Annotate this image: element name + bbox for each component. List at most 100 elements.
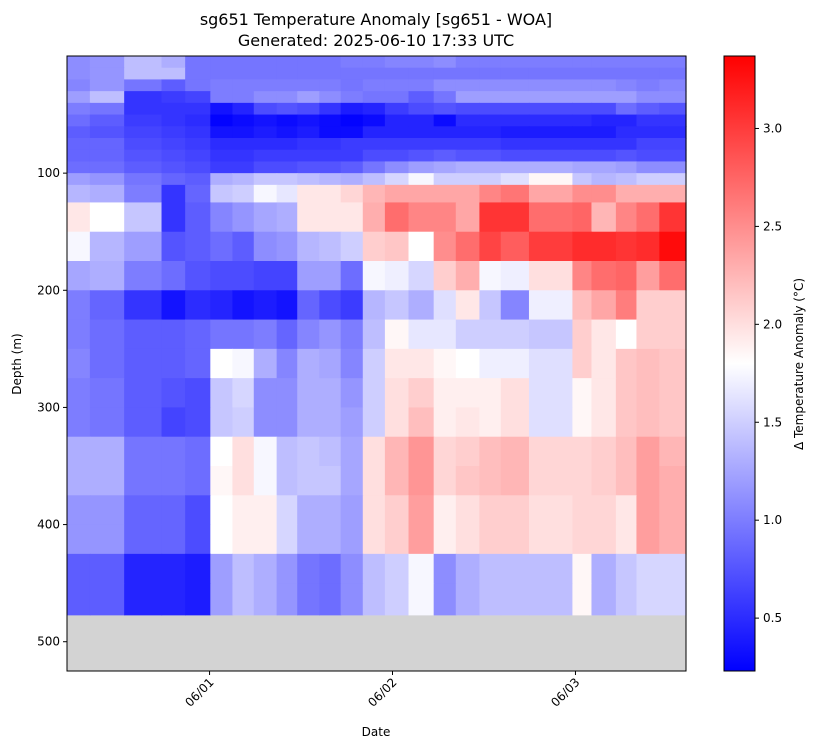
heatmap-cell xyxy=(185,378,211,409)
plot-area xyxy=(66,55,687,672)
heatmap-cell xyxy=(659,149,687,163)
heatmap-cell xyxy=(479,407,502,438)
heatmap-cell xyxy=(89,524,125,555)
heatmap-cell xyxy=(659,173,687,186)
heatmap-cell xyxy=(433,202,457,233)
heatmap-cell xyxy=(572,184,593,204)
heatmap-cell xyxy=(161,91,186,104)
heatmap-cell xyxy=(362,91,386,104)
heatmap-cell xyxy=(615,495,638,526)
heatmap-cell xyxy=(210,114,234,127)
colorbar-gradient-bar xyxy=(723,55,756,672)
heatmap-cell xyxy=(591,495,617,526)
heatmap-cell xyxy=(408,495,435,526)
heatmap-cell xyxy=(433,378,457,409)
heatmap-cell xyxy=(659,583,687,616)
heatmap-cell xyxy=(433,126,457,139)
heatmap-cell xyxy=(89,495,125,526)
heatmap-cell xyxy=(89,466,125,496)
chart-subtitle: Generated: 2025-06-10 17:33 UTC xyxy=(238,31,514,50)
heatmap-cell xyxy=(319,495,342,526)
heatmap-cell xyxy=(615,290,638,321)
heatmap-cell xyxy=(659,67,687,81)
heatmap-cell xyxy=(455,102,481,116)
heatmap-cell xyxy=(591,91,617,104)
heatmap-cell xyxy=(455,319,481,350)
heatmap-cell xyxy=(67,348,91,379)
heatmap-cell xyxy=(362,378,386,409)
heatmap-cell xyxy=(340,102,364,116)
heatmap-cell xyxy=(636,161,660,174)
heatmap-cell xyxy=(319,261,342,291)
heatmap-cell xyxy=(408,91,435,104)
heatmap-cell xyxy=(253,102,278,116)
heatmap-cell xyxy=(185,149,211,163)
heatmap-cell xyxy=(67,466,91,496)
heatmap-cell xyxy=(528,378,574,409)
heatmap-cell xyxy=(659,553,687,584)
heatmap-cell xyxy=(572,348,593,379)
heatmap-cell xyxy=(433,583,457,616)
heatmap-cell xyxy=(572,407,593,438)
heatmap-cell xyxy=(384,231,410,262)
heatmap-cell xyxy=(500,114,530,127)
heatmap-cell xyxy=(455,553,481,584)
heatmap-cell xyxy=(253,173,278,186)
heatmap-cell xyxy=(253,202,278,233)
heatmap-cell xyxy=(528,91,574,104)
heatmap-cell xyxy=(455,173,481,186)
heatmap-cell xyxy=(455,436,481,467)
heatmap-cell xyxy=(161,583,186,616)
heatmap-cell xyxy=(161,524,186,555)
heatmap-cell xyxy=(384,553,410,584)
heatmap-cell xyxy=(479,138,502,151)
heatmap-cell xyxy=(297,114,320,127)
x-tick-label: 06/01 xyxy=(182,675,216,709)
heatmap-cell xyxy=(67,319,91,350)
heatmap-cell xyxy=(384,378,410,409)
heatmap-cell xyxy=(340,495,364,526)
heatmap-cell xyxy=(528,231,574,262)
heatmap-cell xyxy=(232,79,255,92)
heatmap-cell xyxy=(319,466,342,496)
heatmap-cell xyxy=(319,184,342,204)
heatmap-cell xyxy=(408,553,435,584)
heatmap-cell xyxy=(362,149,386,163)
heatmap-cell xyxy=(297,79,320,92)
heatmap-cell xyxy=(232,161,255,174)
heatmap-cell xyxy=(362,161,386,174)
heatmap-cell xyxy=(276,261,298,291)
heatmap-cell xyxy=(340,79,364,92)
heatmap-cell xyxy=(297,102,320,116)
heatmap-cell xyxy=(161,290,186,321)
heatmap-cell xyxy=(319,79,342,92)
heatmap-cell xyxy=(67,56,91,69)
heatmap-cell xyxy=(500,583,530,616)
heatmap-cell xyxy=(185,231,211,262)
heatmap-cell xyxy=(232,149,255,163)
heatmap-cell xyxy=(340,319,364,350)
heatmap-cell xyxy=(500,79,530,92)
heatmap-cell xyxy=(528,436,574,467)
heatmap-cell xyxy=(89,126,125,139)
heatmap-cell xyxy=(67,495,91,526)
heatmap-cell xyxy=(615,114,638,127)
heatmap-cell xyxy=(210,524,234,555)
heatmap-cell xyxy=(528,261,574,291)
heatmap-cell xyxy=(253,466,278,496)
heatmap-cell xyxy=(500,173,530,186)
heatmap-cell xyxy=(384,407,410,438)
heatmap-cell xyxy=(210,378,234,409)
heatmap-cell xyxy=(89,114,125,127)
heatmap-cell xyxy=(362,102,386,116)
heatmap-cell xyxy=(384,319,410,350)
heatmap-cell xyxy=(615,67,638,81)
heatmap-cell xyxy=(615,173,638,186)
heatmap-cell xyxy=(340,67,364,81)
heatmap-cell xyxy=(615,261,638,291)
heatmap-cell xyxy=(210,161,234,174)
heatmap-cell xyxy=(591,261,617,291)
heatmap-cell xyxy=(185,495,211,526)
heatmap-cell xyxy=(615,348,638,379)
heatmap-cell xyxy=(340,466,364,496)
